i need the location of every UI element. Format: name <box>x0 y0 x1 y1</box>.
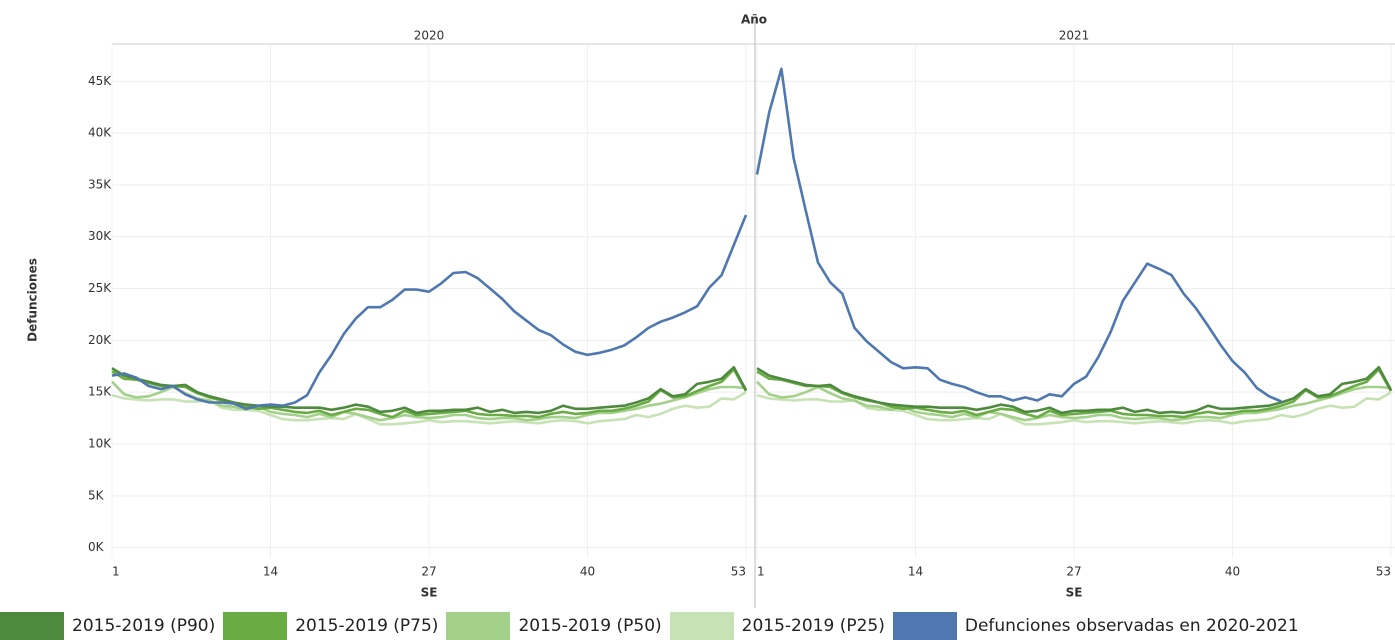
facet-label: 2020 <box>414 29 445 43</box>
legend-item: Defunciones observadas en 2020-2021 <box>892 612 1299 640</box>
y-tick-label: 0K <box>88 540 105 554</box>
legend-label: 2015-2019 (P90) <box>72 616 216 636</box>
x-tick-label: 27 <box>1066 565 1081 579</box>
y-axis-title: Defunciones <box>26 258 40 342</box>
y-tick-label: 45K <box>88 74 112 88</box>
x-tick-label: 1 <box>112 565 120 579</box>
legend-item: 2015-2019 (P75) <box>223 612 438 640</box>
y-tick-label: 20K <box>88 333 112 347</box>
legend-label: 2015-2019 (P50) <box>518 616 662 636</box>
x-tick-label: 53 <box>731 565 746 579</box>
chart: Año Defunciones 0K 5K 10K 15K 20K 25K 30K 35K 40… <box>26 13 1395 608</box>
y-tick-label: 10K <box>88 437 112 451</box>
legend-item: 2015-2019 (P50) <box>446 612 662 640</box>
y-tick-label: 35K <box>88 177 112 191</box>
series-line <box>756 366 1393 415</box>
legend-swatch <box>446 612 511 640</box>
series-line <box>756 380 1392 422</box>
legend-swatch <box>223 612 288 640</box>
series-line <box>111 214 748 411</box>
series-line <box>755 67 1282 403</box>
y-tick-label: 40K <box>88 126 112 140</box>
y-tick-label: 30K <box>88 229 112 243</box>
legend-swatch <box>669 612 734 640</box>
x-tick-label: 14 <box>263 565 278 579</box>
y-tick-label: 5K <box>88 488 105 502</box>
legend: 2015-2019 (P90) 2015-2019 (P75) 2015-2019 … <box>0 612 1307 640</box>
x-tick-label: 27 <box>421 565 436 579</box>
x-tick-label: 14 <box>908 565 923 579</box>
x-tick-label: 40 <box>580 565 595 579</box>
series-line <box>111 380 747 422</box>
x-axis-title: SE <box>421 586 438 600</box>
legend-label: 2015-2019 (P25) <box>741 616 885 636</box>
x-tick-label: 40 <box>1225 565 1240 579</box>
legend-label: Defunciones observadas en 2020-2021 <box>964 616 1299 636</box>
x-tick-label: 53 <box>1376 565 1391 579</box>
legend-label: 2015-2019 (P75) <box>295 616 439 636</box>
x-tick-label: 1 <box>757 565 765 579</box>
legend-item: 2015-2019 (P25) <box>669 612 885 640</box>
x-axis-title: SE <box>1066 586 1083 600</box>
y-tick-label: 15K <box>88 385 112 399</box>
facet-label: 2021 <box>1059 29 1090 43</box>
facet-header: Año <box>741 13 767 27</box>
legend-item: 2015-2019 (P90) <box>0 612 215 640</box>
legend-swatch <box>892 612 957 640</box>
legend-swatch <box>0 612 64 640</box>
y-tick-label: 25K <box>88 281 112 295</box>
series-line <box>111 366 748 415</box>
